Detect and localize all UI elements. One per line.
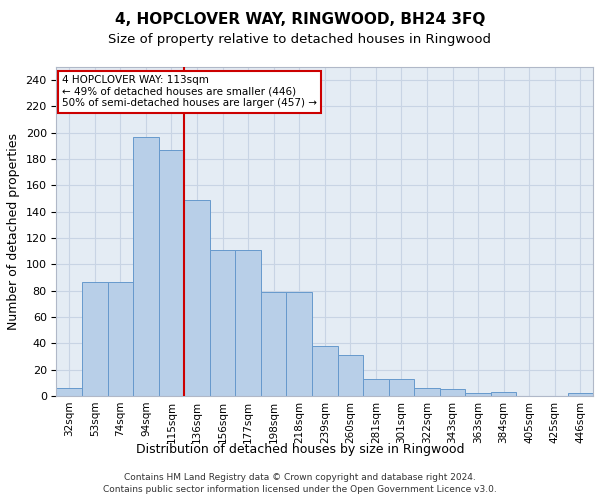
Bar [312, 346, 338, 396]
Bar [184, 200, 210, 396]
Bar [82, 282, 107, 396]
Bar [261, 292, 286, 396]
Text: Size of property relative to detached houses in Ringwood: Size of property relative to detached ho… [109, 32, 491, 46]
Text: Contains HM Land Registry data © Crown copyright and database right 2024.: Contains HM Land Registry data © Crown c… [124, 472, 476, 482]
Text: Contains public sector information licensed under the Open Government Licence v3: Contains public sector information licen… [103, 485, 497, 494]
Bar [133, 136, 158, 396]
Bar [363, 379, 389, 396]
Y-axis label: Number of detached properties: Number of detached properties [7, 133, 20, 330]
Bar [286, 292, 312, 396]
Bar [107, 282, 133, 396]
Bar [158, 150, 184, 396]
Bar [440, 390, 465, 396]
Bar [389, 379, 414, 396]
Bar [568, 394, 593, 396]
Text: 4, HOPCLOVER WAY, RINGWOOD, BH24 3FQ: 4, HOPCLOVER WAY, RINGWOOD, BH24 3FQ [115, 12, 485, 28]
Bar [235, 250, 261, 396]
Text: 4 HOPCLOVER WAY: 113sqm
← 49% of detached houses are smaller (446)
50% of semi-d: 4 HOPCLOVER WAY: 113sqm ← 49% of detache… [62, 75, 317, 108]
Text: Distribution of detached houses by size in Ringwood: Distribution of detached houses by size … [136, 442, 464, 456]
Bar [465, 394, 491, 396]
Bar [491, 392, 517, 396]
Bar [414, 388, 440, 396]
Bar [338, 356, 363, 396]
Bar [210, 250, 235, 396]
Bar [56, 388, 82, 396]
